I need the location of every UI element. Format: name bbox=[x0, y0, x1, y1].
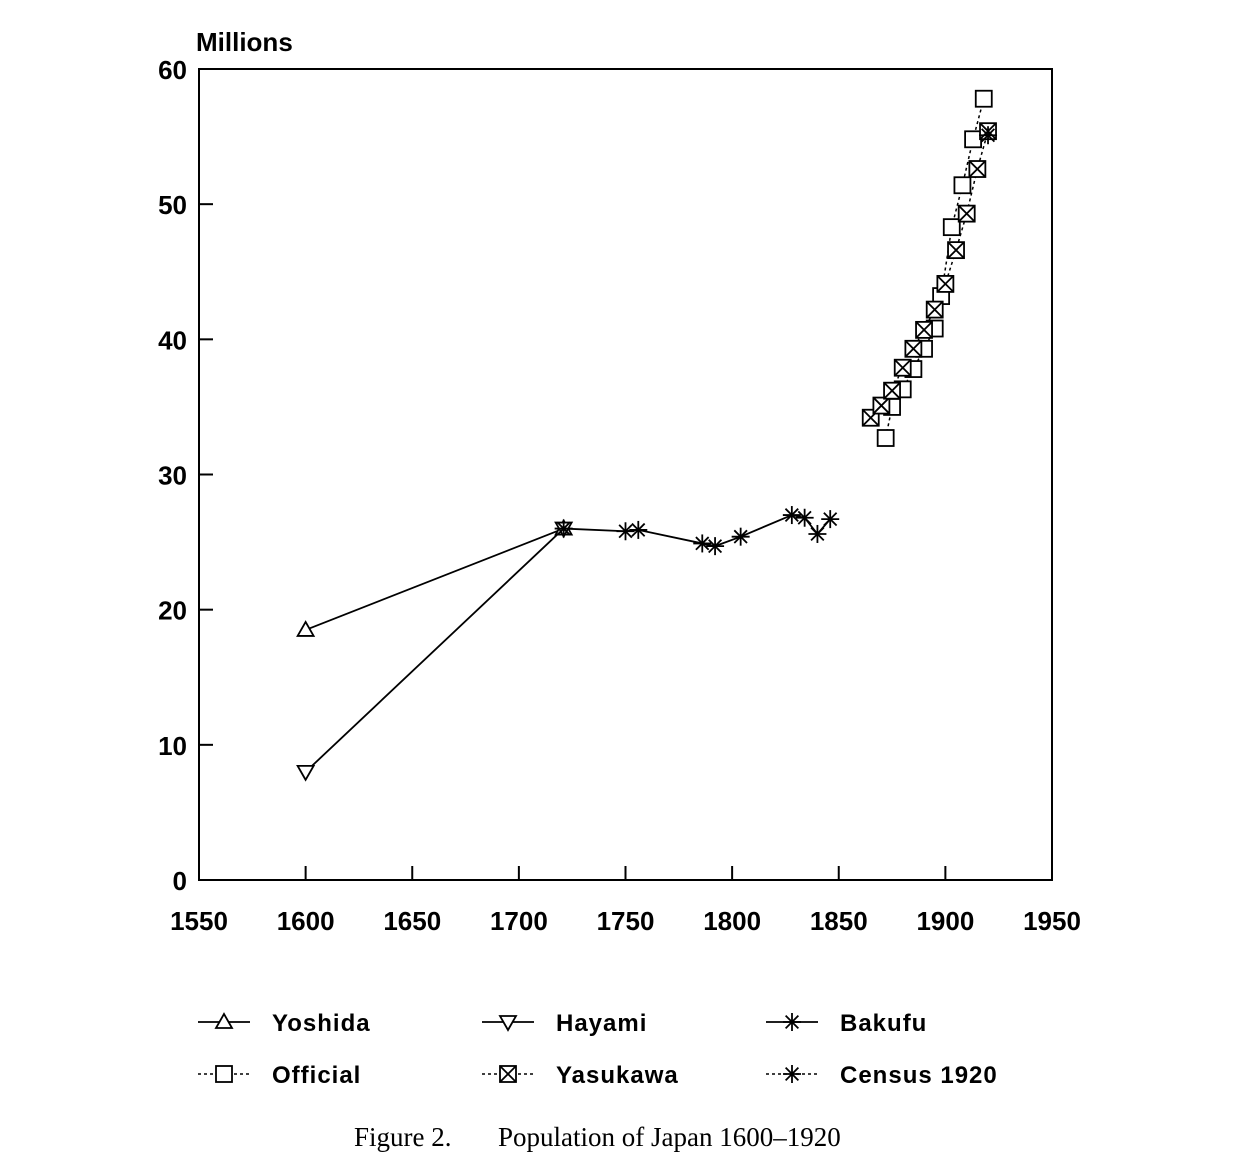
legend-item-census-1920: Census 1920 bbox=[766, 1062, 998, 1089]
legend-marker-bakufu bbox=[783, 1013, 801, 1031]
point-yoshida-0 bbox=[296, 620, 316, 637]
point-yasukawa-7 bbox=[936, 275, 955, 293]
point-bakufu-3 bbox=[693, 534, 712, 553]
point-official-0 bbox=[876, 429, 895, 447]
x-tick-label-1700: 1700 bbox=[490, 906, 548, 936]
axis-ticks: 1550 1600 1650 1700 1750 1800 1850 1900 1950 0 10 2… bbox=[158, 55, 1081, 936]
caption-label: Figure 2. bbox=[354, 1122, 452, 1152]
x-tick-label-1850: 1850 bbox=[810, 906, 868, 936]
point-bakufu-4 bbox=[706, 537, 725, 556]
point-bakufu-9 bbox=[821, 510, 840, 529]
legend-marker-official bbox=[215, 1065, 233, 1083]
legend-label-census-1920: Census 1920 bbox=[840, 1062, 998, 1089]
y-axis-label: Millions bbox=[196, 27, 293, 57]
point-yasukawa-3 bbox=[893, 358, 912, 377]
series-line-bakufu bbox=[563, 514, 831, 548]
point-bakufu-6 bbox=[782, 506, 801, 525]
legend-marker-hayami bbox=[498, 1015, 518, 1032]
figure-caption: Figure 2. Population of Japan 1600–1920 bbox=[354, 1122, 841, 1152]
legend: Yoshida Hayami Bakufu Official Yasukawa Censu… bbox=[198, 1010, 998, 1089]
point-hayami-0 bbox=[296, 764, 316, 782]
point-census-1920-0 bbox=[979, 126, 998, 145]
y-tick-label-10: 10 bbox=[158, 731, 187, 761]
point-yasukawa-6 bbox=[925, 300, 944, 319]
legend-item-official: Official bbox=[198, 1062, 361, 1089]
legend-item-yoshida: Yoshida bbox=[198, 1010, 371, 1037]
point-yasukawa-1 bbox=[872, 396, 891, 415]
legend-item-bakufu: Bakufu bbox=[766, 1010, 927, 1037]
legend-label-bakufu: Bakufu bbox=[840, 1010, 927, 1037]
y-tick-label-50: 50 bbox=[158, 190, 187, 220]
x-tick-label-1750: 1750 bbox=[597, 906, 655, 936]
point-yasukawa-9 bbox=[957, 204, 976, 223]
x-tick-label-1800: 1800 bbox=[703, 906, 761, 936]
point-bakufu-8 bbox=[808, 524, 827, 543]
x-tick-label-1650: 1650 bbox=[383, 906, 441, 936]
x-tick-label-1550: 1550 bbox=[170, 906, 228, 936]
x-tick-label-1900: 1900 bbox=[916, 906, 974, 936]
y-tick-label-40: 40 bbox=[158, 325, 187, 355]
x-tick-label-1600: 1600 bbox=[277, 906, 335, 936]
point-official-8 bbox=[953, 176, 972, 195]
series-line-yoshida bbox=[305, 527, 564, 631]
point-bakufu-5 bbox=[731, 527, 750, 546]
legend-label-official: Official bbox=[272, 1062, 361, 1089]
legend-marker-yasukawa bbox=[499, 1065, 517, 1083]
point-bakufu-0 bbox=[554, 519, 573, 538]
point-bakufu-1 bbox=[616, 522, 635, 541]
series-line-hayami bbox=[305, 527, 565, 773]
point-yasukawa-10 bbox=[968, 160, 987, 178]
legend-label-yoshida: Yoshida bbox=[272, 1010, 371, 1037]
point-yasukawa-4 bbox=[904, 339, 923, 358]
point-official-9 bbox=[964, 130, 982, 149]
point-yasukawa-8 bbox=[947, 241, 965, 260]
legend-item-hayami: Hayami bbox=[482, 1010, 647, 1037]
x-tick-label-1950: 1950 bbox=[1023, 906, 1081, 936]
y-tick-label-30: 30 bbox=[158, 461, 187, 491]
y-tick-label-20: 20 bbox=[158, 596, 187, 626]
legend-marker-census-1920 bbox=[783, 1065, 801, 1083]
legend-marker-yoshida bbox=[214, 1012, 234, 1029]
point-yasukawa-2 bbox=[883, 381, 901, 400]
y-tick-label-60: 60 bbox=[158, 55, 187, 85]
series-markers bbox=[296, 89, 998, 782]
legend-item-yasukawa: Yasukawa bbox=[482, 1062, 679, 1089]
plot-frame bbox=[198, 68, 1053, 881]
legend-label-hayami: Hayami bbox=[556, 1010, 647, 1037]
y-tick-label-0: 0 bbox=[173, 866, 187, 896]
caption-title: Population of Japan 1600–1920 bbox=[498, 1122, 841, 1152]
legend-label-yasukawa: Yasukawa bbox=[556, 1062, 679, 1089]
point-yasukawa-5 bbox=[915, 320, 933, 339]
point-bakufu-7 bbox=[795, 508, 814, 527]
point-official-10 bbox=[974, 89, 993, 108]
point-official-7 bbox=[942, 218, 961, 237]
point-bakufu-2 bbox=[629, 520, 648, 539]
